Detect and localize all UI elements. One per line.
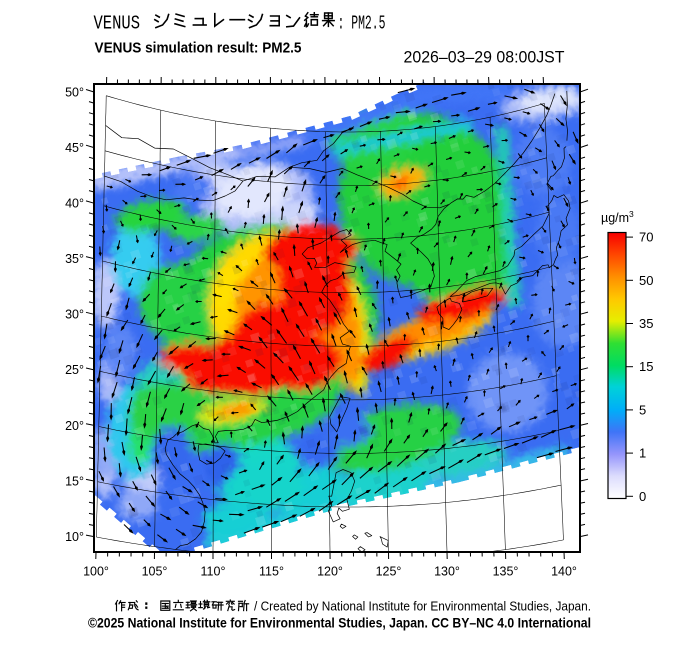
svg-text:VENUS simulation result: PM2.5: VENUS simulation result: PM2.5 [95, 41, 302, 57]
svg-text:/ Created by National Institut: / Created by National Institute for Envi… [254, 600, 591, 614]
svg-text:30°: 30° [65, 308, 84, 322]
svg-text:120°: 120° [317, 565, 343, 579]
svg-text:50: 50 [639, 273, 653, 288]
svg-text:2026–03–29 08:00JST: 2026–03–29 08:00JST [404, 48, 565, 67]
svg-text:20°: 20° [65, 419, 84, 433]
svg-text:70: 70 [639, 230, 653, 245]
svg-text:5: 5 [639, 402, 646, 417]
svg-text:130°: 130° [434, 565, 460, 579]
svg-text:50°: 50° [65, 85, 84, 99]
svg-text:©2025 National Institute for E: ©2025 National Institute for Environment… [88, 616, 591, 631]
svg-text:35: 35 [639, 316, 653, 331]
svg-text:µg/m3: µg/m3 [601, 209, 634, 225]
svg-text:: PM2.5: : PM2.5 [338, 13, 386, 35]
svg-text:110°: 110° [201, 565, 226, 579]
svg-text:100°: 100° [83, 565, 109, 579]
svg-text:1: 1 [639, 446, 646, 461]
svg-text:140°: 140° [551, 565, 577, 579]
svg-text:VENUS: VENUS [94, 13, 141, 35]
svg-text:105°: 105° [142, 565, 168, 579]
svg-text:45°: 45° [65, 141, 84, 155]
svg-text:125°: 125° [376, 565, 402, 579]
svg-text:10°: 10° [65, 530, 84, 544]
svg-text:40°: 40° [65, 197, 84, 211]
svg-text:25°: 25° [65, 363, 84, 377]
svg-text:35°: 35° [65, 252, 84, 266]
svg-text:115°: 115° [259, 565, 284, 579]
svg-text:135°: 135° [493, 565, 519, 579]
svg-text:15: 15 [639, 359, 653, 374]
svg-text:15°: 15° [65, 474, 84, 488]
svg-text:0: 0 [639, 489, 646, 504]
